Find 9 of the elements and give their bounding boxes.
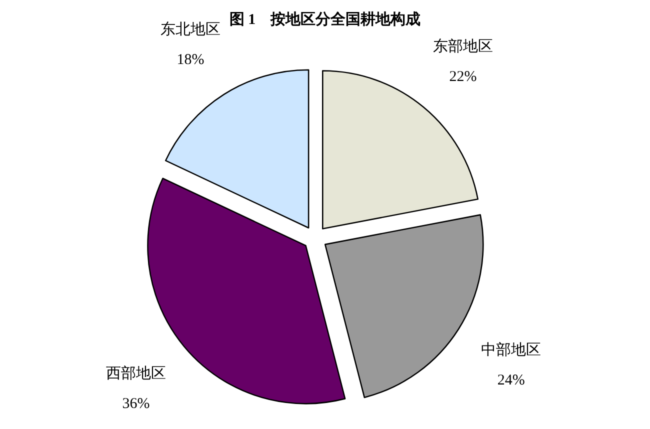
slice-label: 东部地区 — [433, 38, 494, 56]
slice-label: 中部地区 — [481, 341, 542, 358]
data-label: 22% — [449, 69, 477, 86]
data-label: 18% — [176, 52, 204, 68]
slice-label: 西部地区 — [106, 365, 166, 382]
slice-label: 东北地区 — [160, 20, 221, 38]
data-label: 36% — [122, 396, 150, 412]
chart-title: 图 1 按地区分全国耕地构成 — [229, 11, 421, 28]
data-label: 24% — [497, 372, 525, 388]
